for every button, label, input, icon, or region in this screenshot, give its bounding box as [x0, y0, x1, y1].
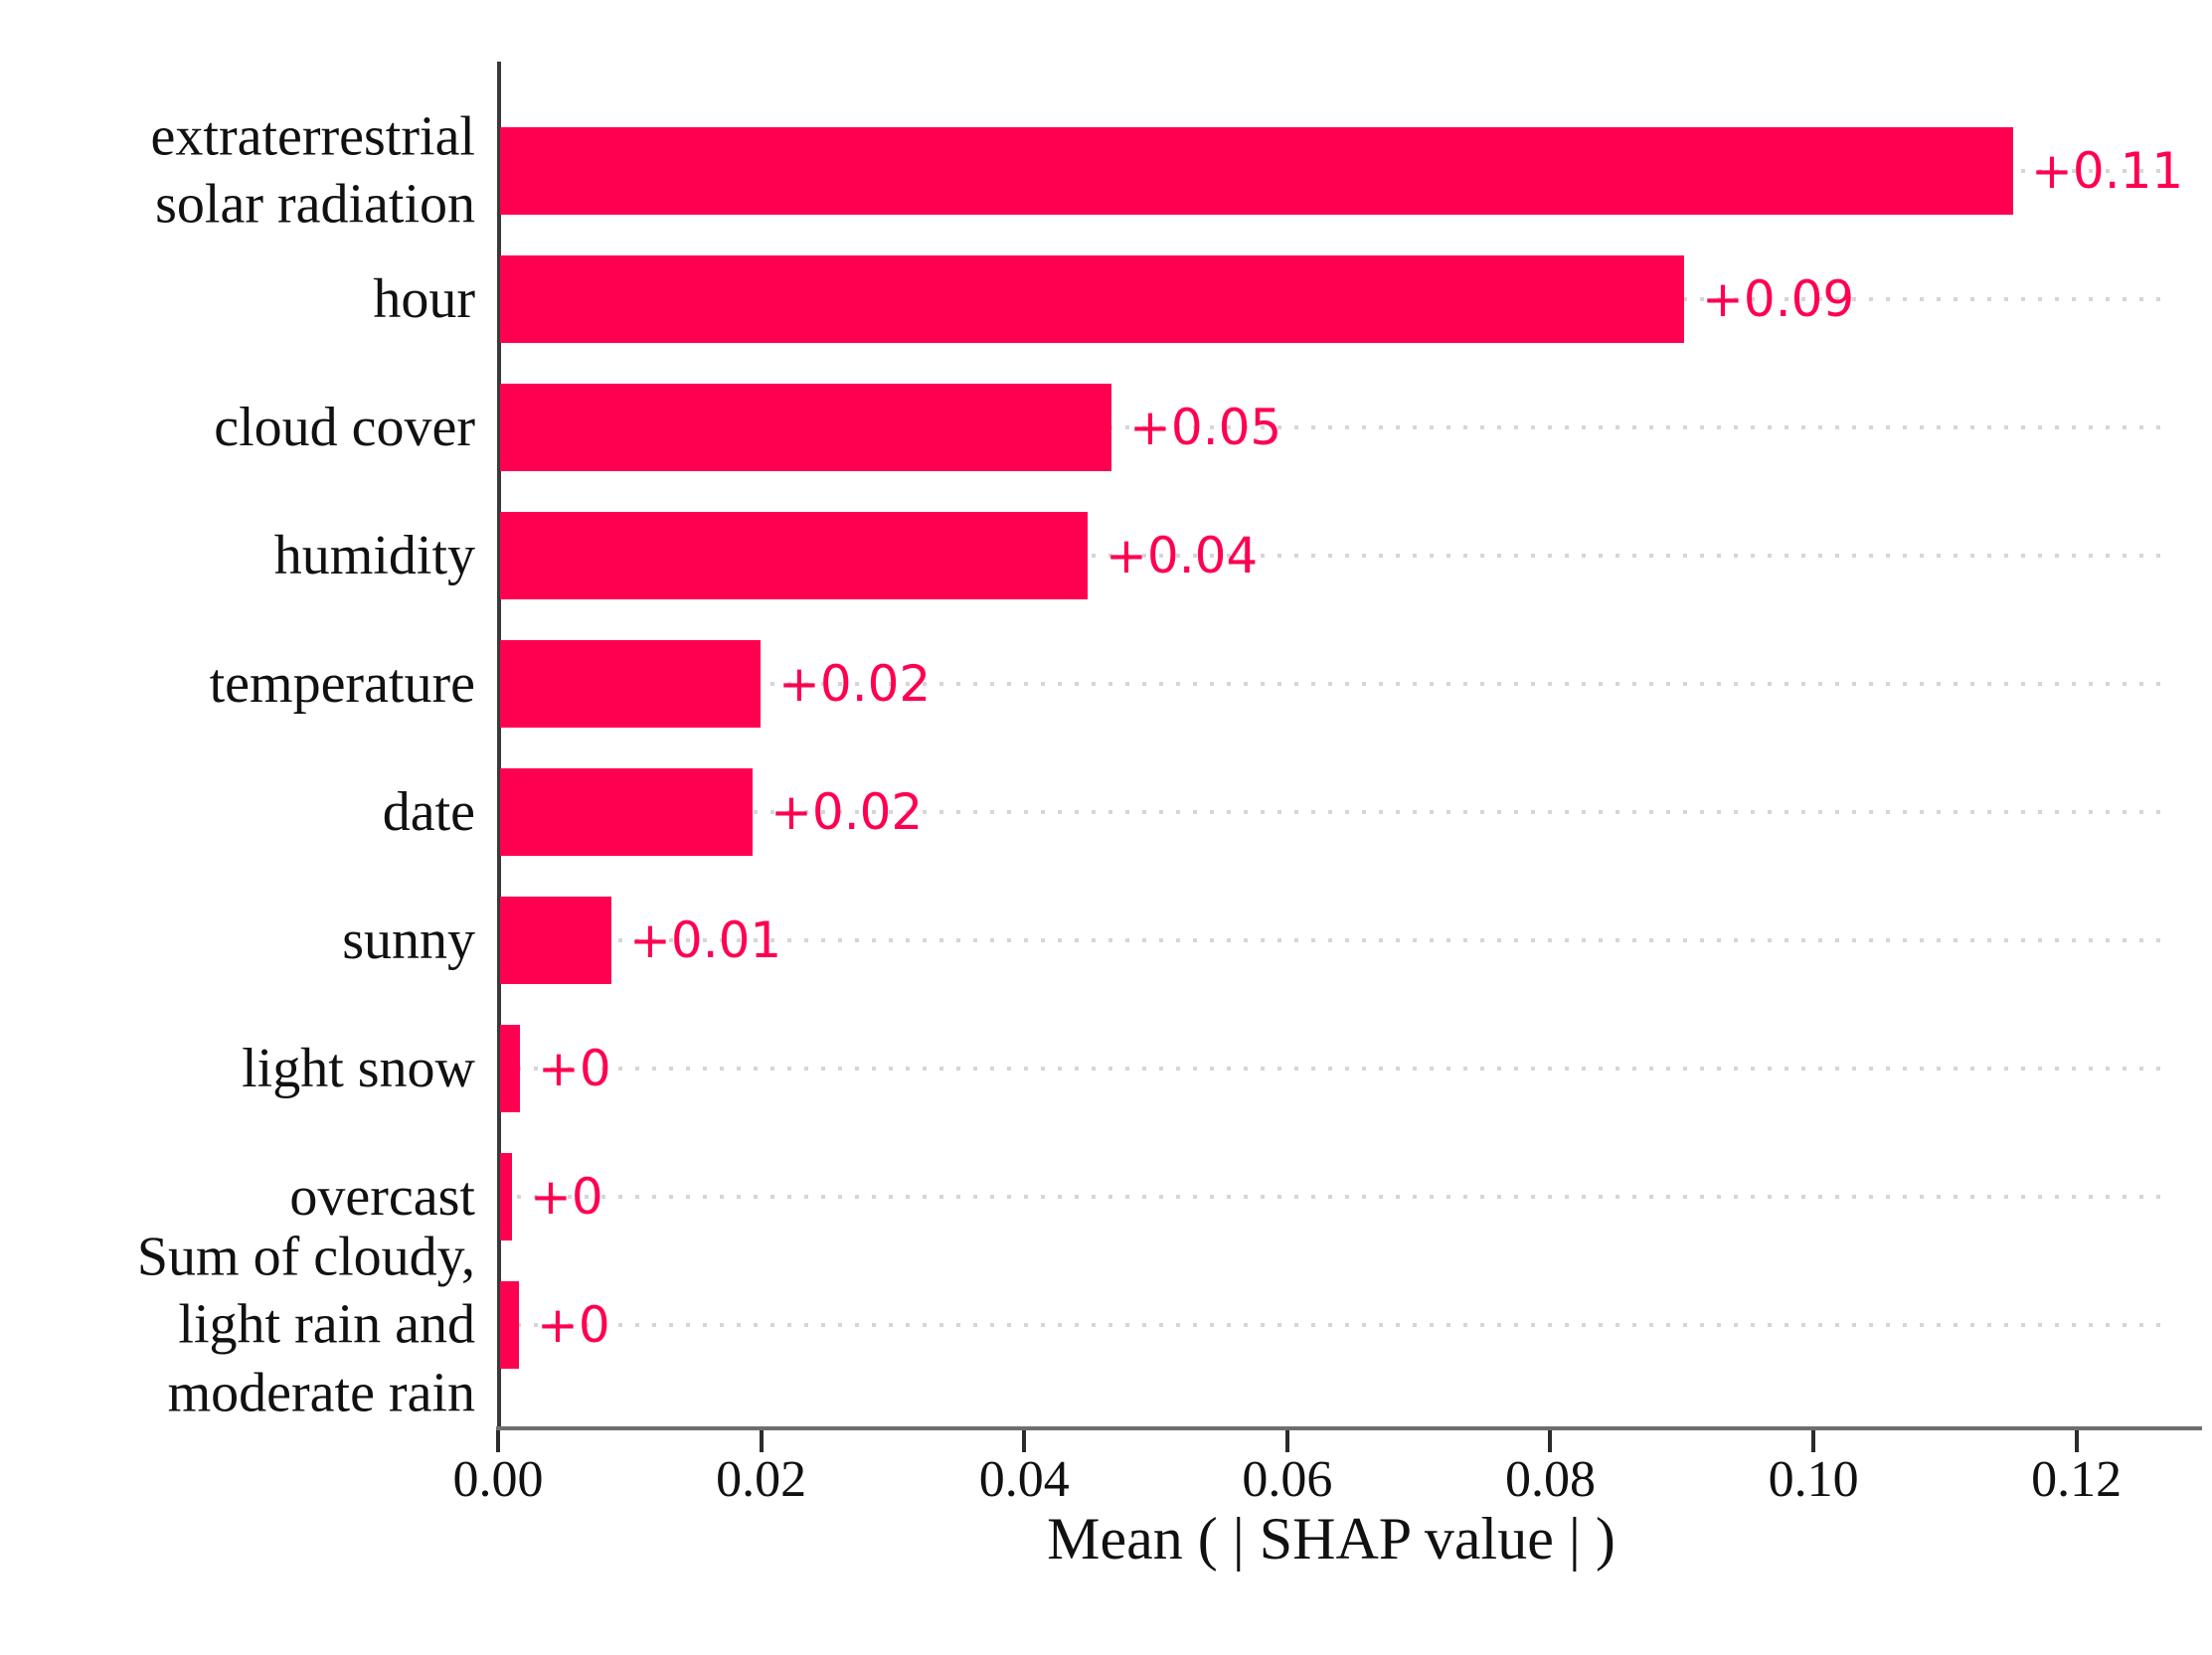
x-tick-mark — [759, 1430, 764, 1452]
bar — [500, 512, 1088, 599]
bar-value-label: +0.02 — [770, 783, 924, 841]
bar — [500, 768, 753, 856]
category-label: temperature — [209, 652, 475, 715]
bar-value-label: +0.04 — [1106, 527, 1259, 584]
bar — [500, 640, 761, 728]
bar — [500, 255, 1684, 343]
bar-value-label: +0 — [538, 1040, 611, 1097]
x-tick-mark — [2074, 1430, 2079, 1452]
gridline — [500, 810, 2165, 814]
x-tick-label: 0.12 — [2031, 1451, 2123, 1508]
bar — [500, 384, 1111, 471]
x-tick-mark — [496, 1430, 500, 1452]
x-tick-label: 0.02 — [716, 1451, 807, 1508]
category-label: cloud cover — [214, 396, 475, 458]
x-tick-mark — [1022, 1430, 1027, 1452]
bar-value-label: +0.01 — [629, 911, 782, 969]
x-tick-label: 0.08 — [1504, 1451, 1596, 1508]
y-axis-spine — [497, 62, 501, 1430]
bar-value-label: +0.11 — [2031, 142, 2184, 200]
x-tick-label: 0.04 — [978, 1451, 1070, 1508]
bar-value-label: +0.05 — [1129, 399, 1282, 456]
category-label: humidity — [273, 524, 475, 586]
gridline — [500, 554, 2165, 558]
x-tick-label: 0.00 — [452, 1451, 544, 1508]
gridline — [500, 1195, 2165, 1199]
category-label: hour — [373, 267, 475, 330]
bar — [500, 1025, 520, 1112]
category-label: sunny — [342, 909, 475, 971]
x-tick-mark — [1548, 1430, 1553, 1452]
x-tick-label: 0.10 — [1768, 1451, 1859, 1508]
gridline — [500, 938, 2165, 942]
category-label: date — [382, 780, 475, 843]
bar — [500, 897, 611, 984]
x-tick-mark — [1284, 1430, 1289, 1452]
bar-value-label: +0 — [537, 1296, 610, 1354]
category-label: overcast — [289, 1165, 475, 1228]
gridline — [500, 425, 2165, 429]
bar-value-label: +0 — [530, 1168, 603, 1226]
category-label: light snow — [242, 1037, 475, 1099]
bar — [500, 1153, 512, 1241]
gridline — [500, 1067, 2165, 1071]
x-tick-label: 0.06 — [1242, 1451, 1333, 1508]
gridline — [500, 682, 2165, 686]
x-tick-mark — [1811, 1430, 1816, 1452]
bar-value-label: +0.02 — [778, 655, 932, 713]
category-label: Sum of cloudy, light rain and moderate r… — [136, 1226, 475, 1424]
bar — [500, 127, 2013, 215]
bar — [500, 1281, 519, 1369]
bar-value-label: +0.09 — [1702, 270, 1855, 328]
x-axis-title: Mean ( | SHAP value | ) — [1047, 1506, 1616, 1572]
category-label: extraterrestrial solar radiation — [150, 105, 475, 236]
gridline — [500, 1323, 2165, 1327]
x-axis-line — [496, 1426, 2202, 1430]
